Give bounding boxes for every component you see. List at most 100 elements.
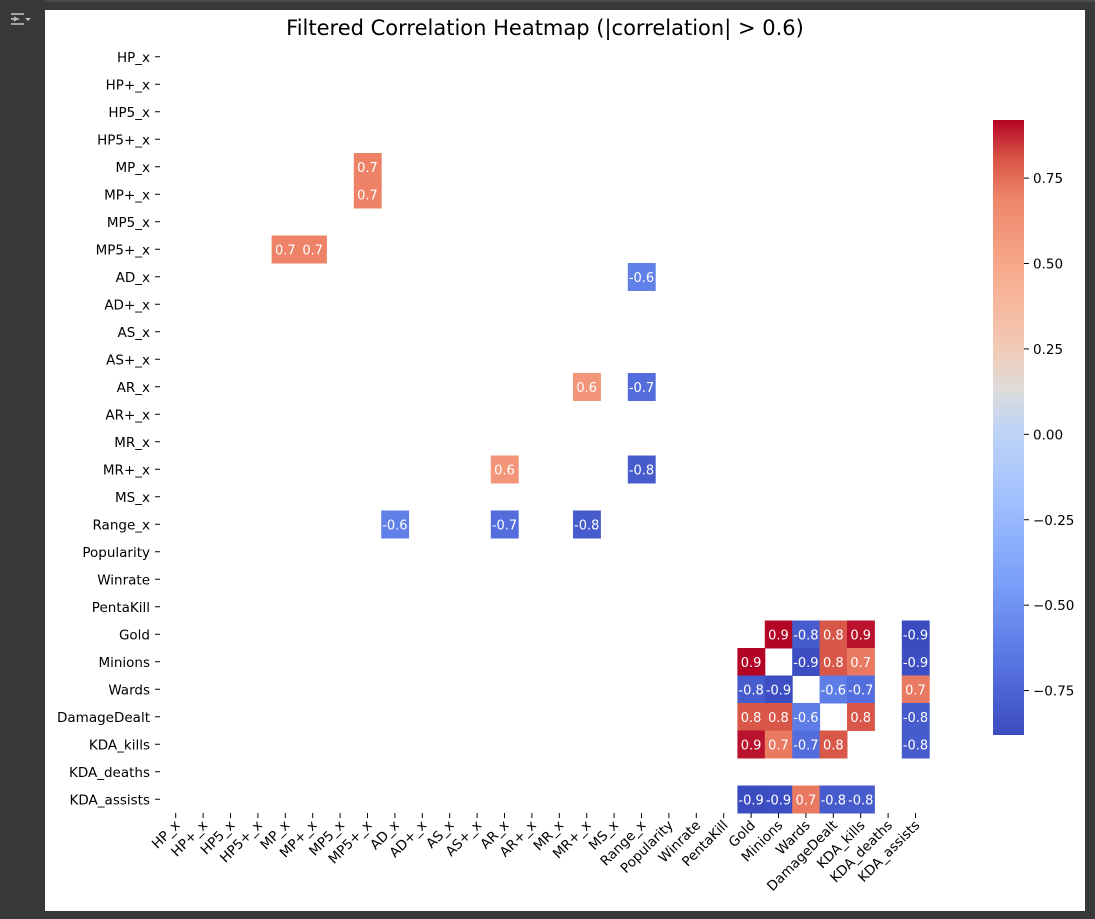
colorbar: 0.75 0.50 0.25 0.00 −0.25 −0.50 −0.75 (993, 120, 1074, 735)
cell-value-label: -0.9 (766, 793, 791, 808)
heatmap-cell (764, 620, 793, 649)
cell-value-label: -0.8 (903, 711, 928, 726)
cell-value-label: 0.9 (741, 656, 762, 671)
heatmap-cell (847, 785, 875, 814)
heatmap-cell (847, 675, 875, 704)
cell-value-label: 0.9 (850, 628, 871, 643)
heatmap-cell (847, 703, 875, 731)
cell-value-label: -0.7 (793, 738, 818, 753)
heatmap-cell (737, 675, 766, 704)
cell-value-label: 0.7 (302, 243, 323, 258)
heatmap-cell (792, 785, 821, 814)
heatmap-cell (737, 730, 766, 759)
heatmap-cell (847, 648, 875, 676)
cell-value-label: 0.8 (768, 711, 789, 726)
cell-value-label: 0.7 (905, 683, 926, 698)
cell-value-label: -0.6 (382, 518, 407, 533)
y-tick-label: HP5+_x (97, 132, 150, 148)
heatmap-cells: 0.70.70.7 0.7-0.60.6 -0.70.6 -0.8-0.6 -0.7 -0… (271, 153, 930, 814)
y-tick-label: AD+_x (104, 297, 150, 313)
cell-value-label: 0.9 (768, 628, 789, 643)
cell-value-label: -0.7 (492, 518, 517, 533)
y-tick-label: MP5+_x (96, 242, 150, 258)
heatmap-cell (901, 703, 930, 731)
heatmap-cell (627, 455, 656, 484)
cell-value-label: -0.6 (821, 683, 846, 698)
heatmap-cell (764, 703, 793, 731)
colorbar-tick-label: −0.75 (1033, 684, 1074, 700)
heatmap-cell (764, 675, 793, 704)
colorbar-tick-label: −0.25 (1033, 513, 1074, 529)
y-tick-label: HP_x (117, 50, 150, 66)
heatmap-cell (299, 235, 327, 264)
y-tick-label: Wards (108, 682, 150, 698)
colorbar-tick-label: 0.25 (1033, 342, 1063, 358)
heatmap-cell (819, 730, 848, 759)
heatmap-cell (792, 648, 821, 676)
cell-value-label: 0.7 (275, 243, 296, 258)
cell-value-label: 0.9 (741, 738, 762, 753)
cell-value-label: -0.9 (766, 683, 791, 698)
heatmap-cell (764, 730, 793, 759)
colorbar-tick-label: 0.00 (1033, 427, 1063, 443)
y-tick-label: KDA_kills (89, 737, 150, 753)
y-tick-label: KDA_assists (70, 792, 150, 808)
heatmap-cell (573, 373, 601, 401)
y-tick-label: Popularity (82, 545, 150, 561)
figure-canvas: Filtered Correlation Heatmap (|correlati… (45, 10, 1085, 911)
cell-value-label: -0.9 (903, 628, 928, 643)
cell-value-label: 0.8 (823, 628, 844, 643)
cell-value-label: 0.7 (850, 656, 871, 671)
y-tick-label: MP+_x (104, 187, 150, 203)
cell-value-label: 0.8 (850, 711, 871, 726)
heatmap-cell (737, 785, 766, 814)
y-tick-label: AD_x (116, 270, 150, 286)
heatmap-cell (901, 620, 930, 649)
cell-value-label: 0.7 (357, 188, 378, 203)
y-tick-label: AS+_x (106, 352, 150, 368)
cell-value-label: -0.6 (793, 711, 818, 726)
cell-value-label: 0.7 (768, 738, 789, 753)
colorbar-tick-label: 0.50 (1033, 257, 1063, 273)
y-tick-label: AS_x (117, 325, 150, 341)
cell-value-label: -0.8 (574, 518, 599, 533)
cell-value-label: 0.8 (823, 738, 844, 753)
cell-value-label: -0.9 (738, 793, 763, 808)
y-axis-labels: HP_x HP+_x HP5_x HP5+_x MP_x MP+_x MP5_x MP5+_x… (57, 50, 160, 808)
y-tick-label: MR_x (114, 435, 150, 451)
heatmap-cell (901, 648, 930, 676)
cell-value-label: -0.7 (848, 683, 873, 698)
heatmap-cell (792, 620, 821, 649)
cell-value-label: 0.6 (576, 381, 597, 396)
colorbar-tick-label: −0.50 (1033, 598, 1074, 614)
cell-value-label: 0.8 (741, 711, 762, 726)
cell-value-label: -0.8 (821, 793, 846, 808)
heatmap-cell (792, 703, 821, 731)
cell-value-label: 0.7 (796, 793, 817, 808)
heatmap-cell (353, 153, 382, 181)
y-tick-label: AR+_x (105, 407, 150, 423)
heatmap-cell (901, 730, 930, 759)
heatmap-cell (737, 703, 766, 731)
y-tick-label: Range_x (92, 517, 150, 533)
y-tick-label: AR_x (117, 380, 150, 396)
heatmap-cell (490, 510, 519, 539)
cell-value-label: -0.8 (738, 683, 763, 698)
y-tick-label: MS_x (115, 490, 150, 506)
cell-value-label: -0.9 (903, 656, 928, 671)
heatmap-cell (901, 675, 930, 704)
heatmap-cell (627, 263, 656, 291)
heatmap-cell (847, 620, 875, 649)
chart-title: Filtered Correlation Heatmap (|correlati… (286, 16, 804, 41)
heatmap-cell (819, 785, 848, 814)
top-bar (0, 0, 1095, 10)
heatmap-cell (353, 180, 382, 209)
colorbar-gradient (993, 120, 1024, 735)
output-collapse-icon[interactable] (8, 10, 32, 30)
cell-value-label: -0.8 (629, 463, 654, 478)
heatmap-cell (819, 675, 848, 704)
y-tick-label: KDA_deaths (69, 765, 150, 781)
y-tick-label: MR+_x (103, 462, 150, 478)
y-tick-label: MP_x (115, 160, 150, 176)
heatmap-cell (819, 648, 848, 676)
